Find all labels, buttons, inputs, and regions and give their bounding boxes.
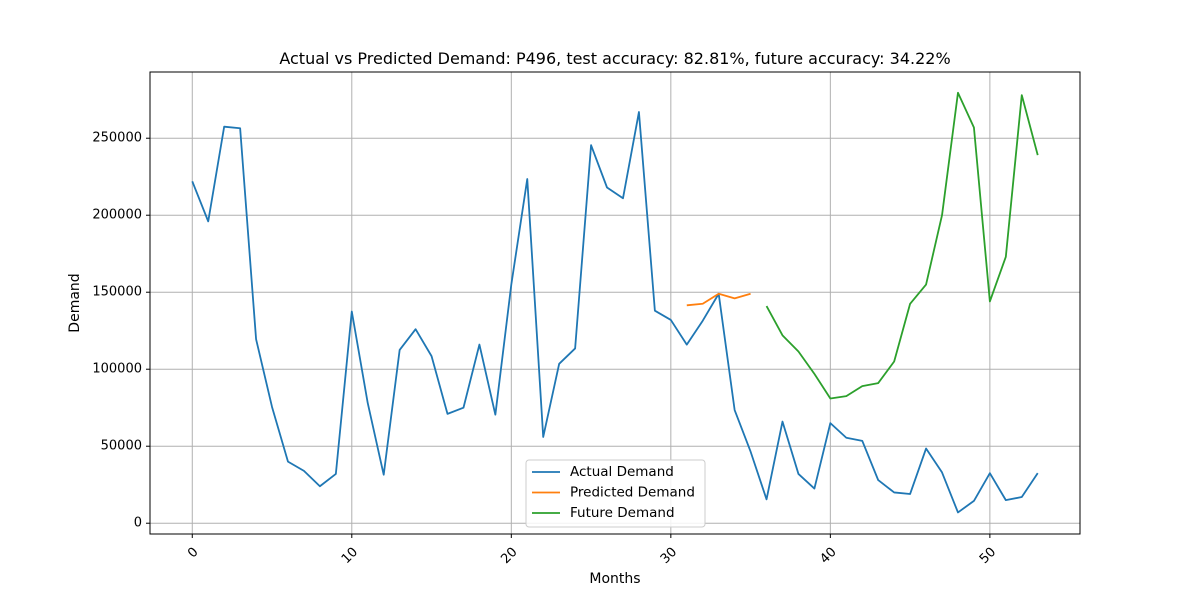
series-lines — [191, 91, 1039, 514]
legend-label: Future Demand — [570, 505, 675, 521]
y-axis-label: Demand — [67, 273, 83, 332]
legend-box — [525, 459, 706, 528]
legend-label: Predicted Demand — [570, 485, 695, 501]
y-tick-label: 200000 — [92, 208, 142, 223]
y-tick-label: 250000 — [92, 131, 142, 146]
y-tick-label: 0 — [134, 516, 142, 531]
y-tick-label: 100000 — [92, 362, 142, 377]
series-line-3 — [765, 91, 1039, 400]
y-tick-label: 50000 — [101, 439, 142, 454]
plot-frame — [149, 71, 1081, 535]
series-line-1 — [191, 111, 1039, 514]
grid-lines — [150, 72, 1080, 534]
series-line-2 — [686, 292, 751, 307]
chart-title: Actual vs Predicted Demand: P496, test a… — [279, 49, 950, 68]
y-axis-ticks: 0 50000 100000 150000 200000 250000 — [92, 131, 150, 531]
legend-label: Actual Demand — [570, 464, 674, 480]
y-tick-label: 150000 — [92, 285, 142, 300]
legend: Actual Demand Predicted Demand Future Dema… — [525, 459, 706, 528]
x-axis-label: Months — [589, 571, 640, 587]
